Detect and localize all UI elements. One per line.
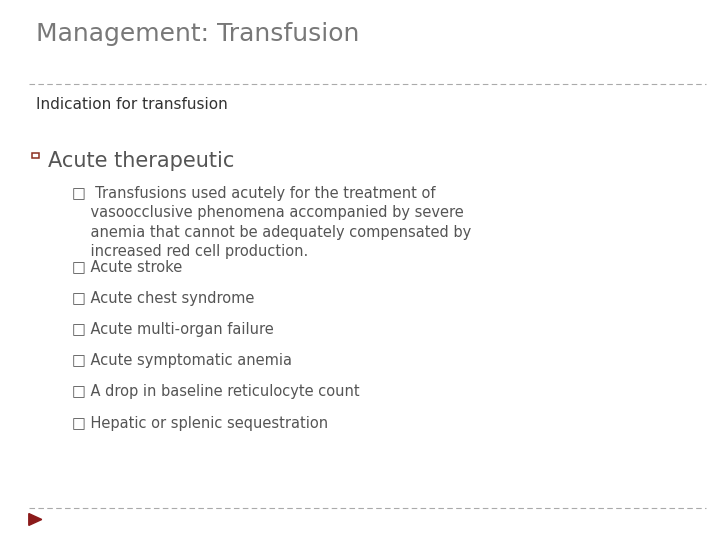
- Text: Indication for transfusion: Indication for transfusion: [36, 97, 228, 112]
- Text: Acute therapeutic: Acute therapeutic: [48, 151, 235, 171]
- Text: □ Hepatic or splenic sequestration: □ Hepatic or splenic sequestration: [72, 416, 328, 431]
- Bar: [32, 153, 39, 158]
- Text: □  Transfusions used acutely for the treatment of
    vasoocclusive phenomena ac: □ Transfusions used acutely for the trea…: [72, 186, 472, 259]
- Text: □ Acute chest syndrome: □ Acute chest syndrome: [72, 291, 254, 306]
- Text: □ Acute symptomatic anemia: □ Acute symptomatic anemia: [72, 353, 292, 368]
- Text: □ Acute multi-organ failure: □ Acute multi-organ failure: [72, 322, 274, 337]
- Text: Management: Transfusion: Management: Transfusion: [36, 22, 359, 45]
- Text: □ A drop in baseline reticulocyte count: □ A drop in baseline reticulocyte count: [72, 384, 359, 400]
- Text: □ Acute stroke: □ Acute stroke: [72, 259, 182, 274]
- Polygon shape: [29, 514, 42, 525]
